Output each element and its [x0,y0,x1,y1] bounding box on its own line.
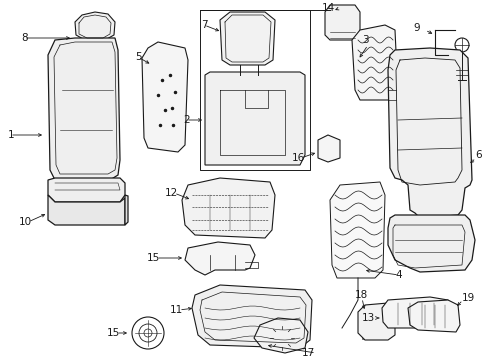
Polygon shape [182,178,275,238]
Text: 3: 3 [362,35,368,45]
Polygon shape [220,12,275,65]
Polygon shape [382,297,450,328]
Polygon shape [388,215,475,272]
FancyBboxPatch shape [362,332,370,338]
Polygon shape [352,25,398,100]
Polygon shape [75,12,115,40]
Text: 2: 2 [183,115,190,125]
Text: 16: 16 [292,153,305,163]
Polygon shape [48,195,125,225]
Text: 9: 9 [414,23,420,33]
Text: 6: 6 [475,150,482,160]
Polygon shape [185,242,255,275]
Polygon shape [358,303,395,340]
Polygon shape [325,5,360,40]
Polygon shape [48,38,120,180]
Text: 17: 17 [302,348,315,358]
Text: 18: 18 [355,290,368,300]
Text: 13: 13 [362,313,375,323]
Text: 7: 7 [201,20,208,30]
Text: 5: 5 [135,52,142,62]
Text: 4: 4 [395,270,402,280]
FancyBboxPatch shape [362,321,370,328]
Polygon shape [318,135,340,162]
Polygon shape [408,300,460,332]
Polygon shape [48,178,125,202]
Text: 19: 19 [462,293,475,303]
Text: 15: 15 [107,328,120,338]
Text: 8: 8 [22,33,28,43]
FancyBboxPatch shape [362,311,370,319]
Text: 12: 12 [165,188,178,198]
Polygon shape [125,195,128,225]
Polygon shape [205,72,305,165]
Polygon shape [254,318,308,353]
Text: 11: 11 [170,305,183,315]
Polygon shape [388,48,472,218]
Polygon shape [192,285,312,348]
Text: 14: 14 [322,3,335,13]
Text: 15: 15 [147,253,160,263]
Text: 10: 10 [19,217,32,227]
Text: 1: 1 [7,130,14,140]
Polygon shape [142,42,188,152]
Polygon shape [330,182,385,278]
